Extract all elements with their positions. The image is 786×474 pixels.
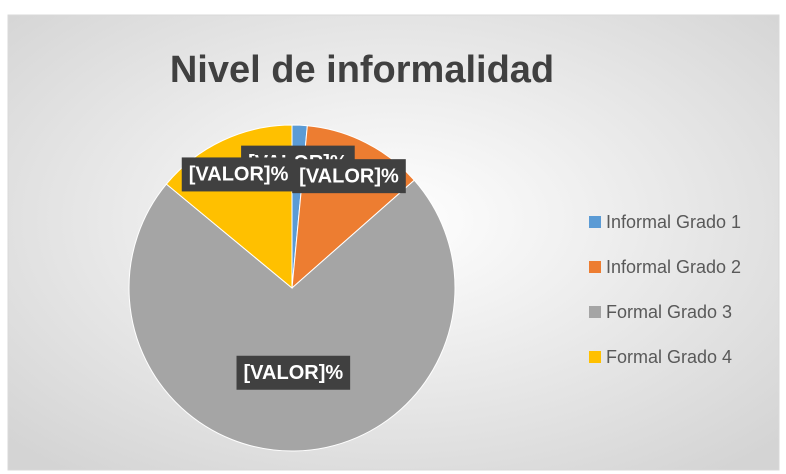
legend-label: Informal Grado 2 <box>606 257 741 277</box>
pie-slice <box>128 179 456 452</box>
legend-swatch <box>589 216 601 228</box>
legend-swatch <box>589 261 601 273</box>
data-label-box <box>236 355 351 390</box>
data-label: [VALOR]% <box>292 159 406 194</box>
legend-label: Formal Grado 3 <box>606 302 732 322</box>
legend-label: Informal Grado 1 <box>606 212 741 232</box>
data-label-text: [VALOR]% <box>244 362 344 384</box>
data-label: [VALOR]% <box>236 355 351 390</box>
legend-label: Formal Grado 4 <box>606 347 732 367</box>
chart-title: Nivel de informalidad <box>170 49 554 91</box>
data-label-text: [VALOR]% <box>189 164 289 186</box>
data-labels: [VALOR]%[VALOR]%[VALOR]%[VALOR]% <box>181 145 406 390</box>
legend-swatch <box>589 306 601 318</box>
legend: Informal Grado 1 Informal Grado 2 Formal G… <box>589 212 741 367</box>
data-label-box <box>292 159 406 194</box>
data-label-box <box>181 157 296 192</box>
legend-swatch <box>589 351 601 363</box>
data-label-text: [VALOR]% <box>299 165 399 187</box>
data-label: [VALOR]% <box>181 157 296 192</box>
